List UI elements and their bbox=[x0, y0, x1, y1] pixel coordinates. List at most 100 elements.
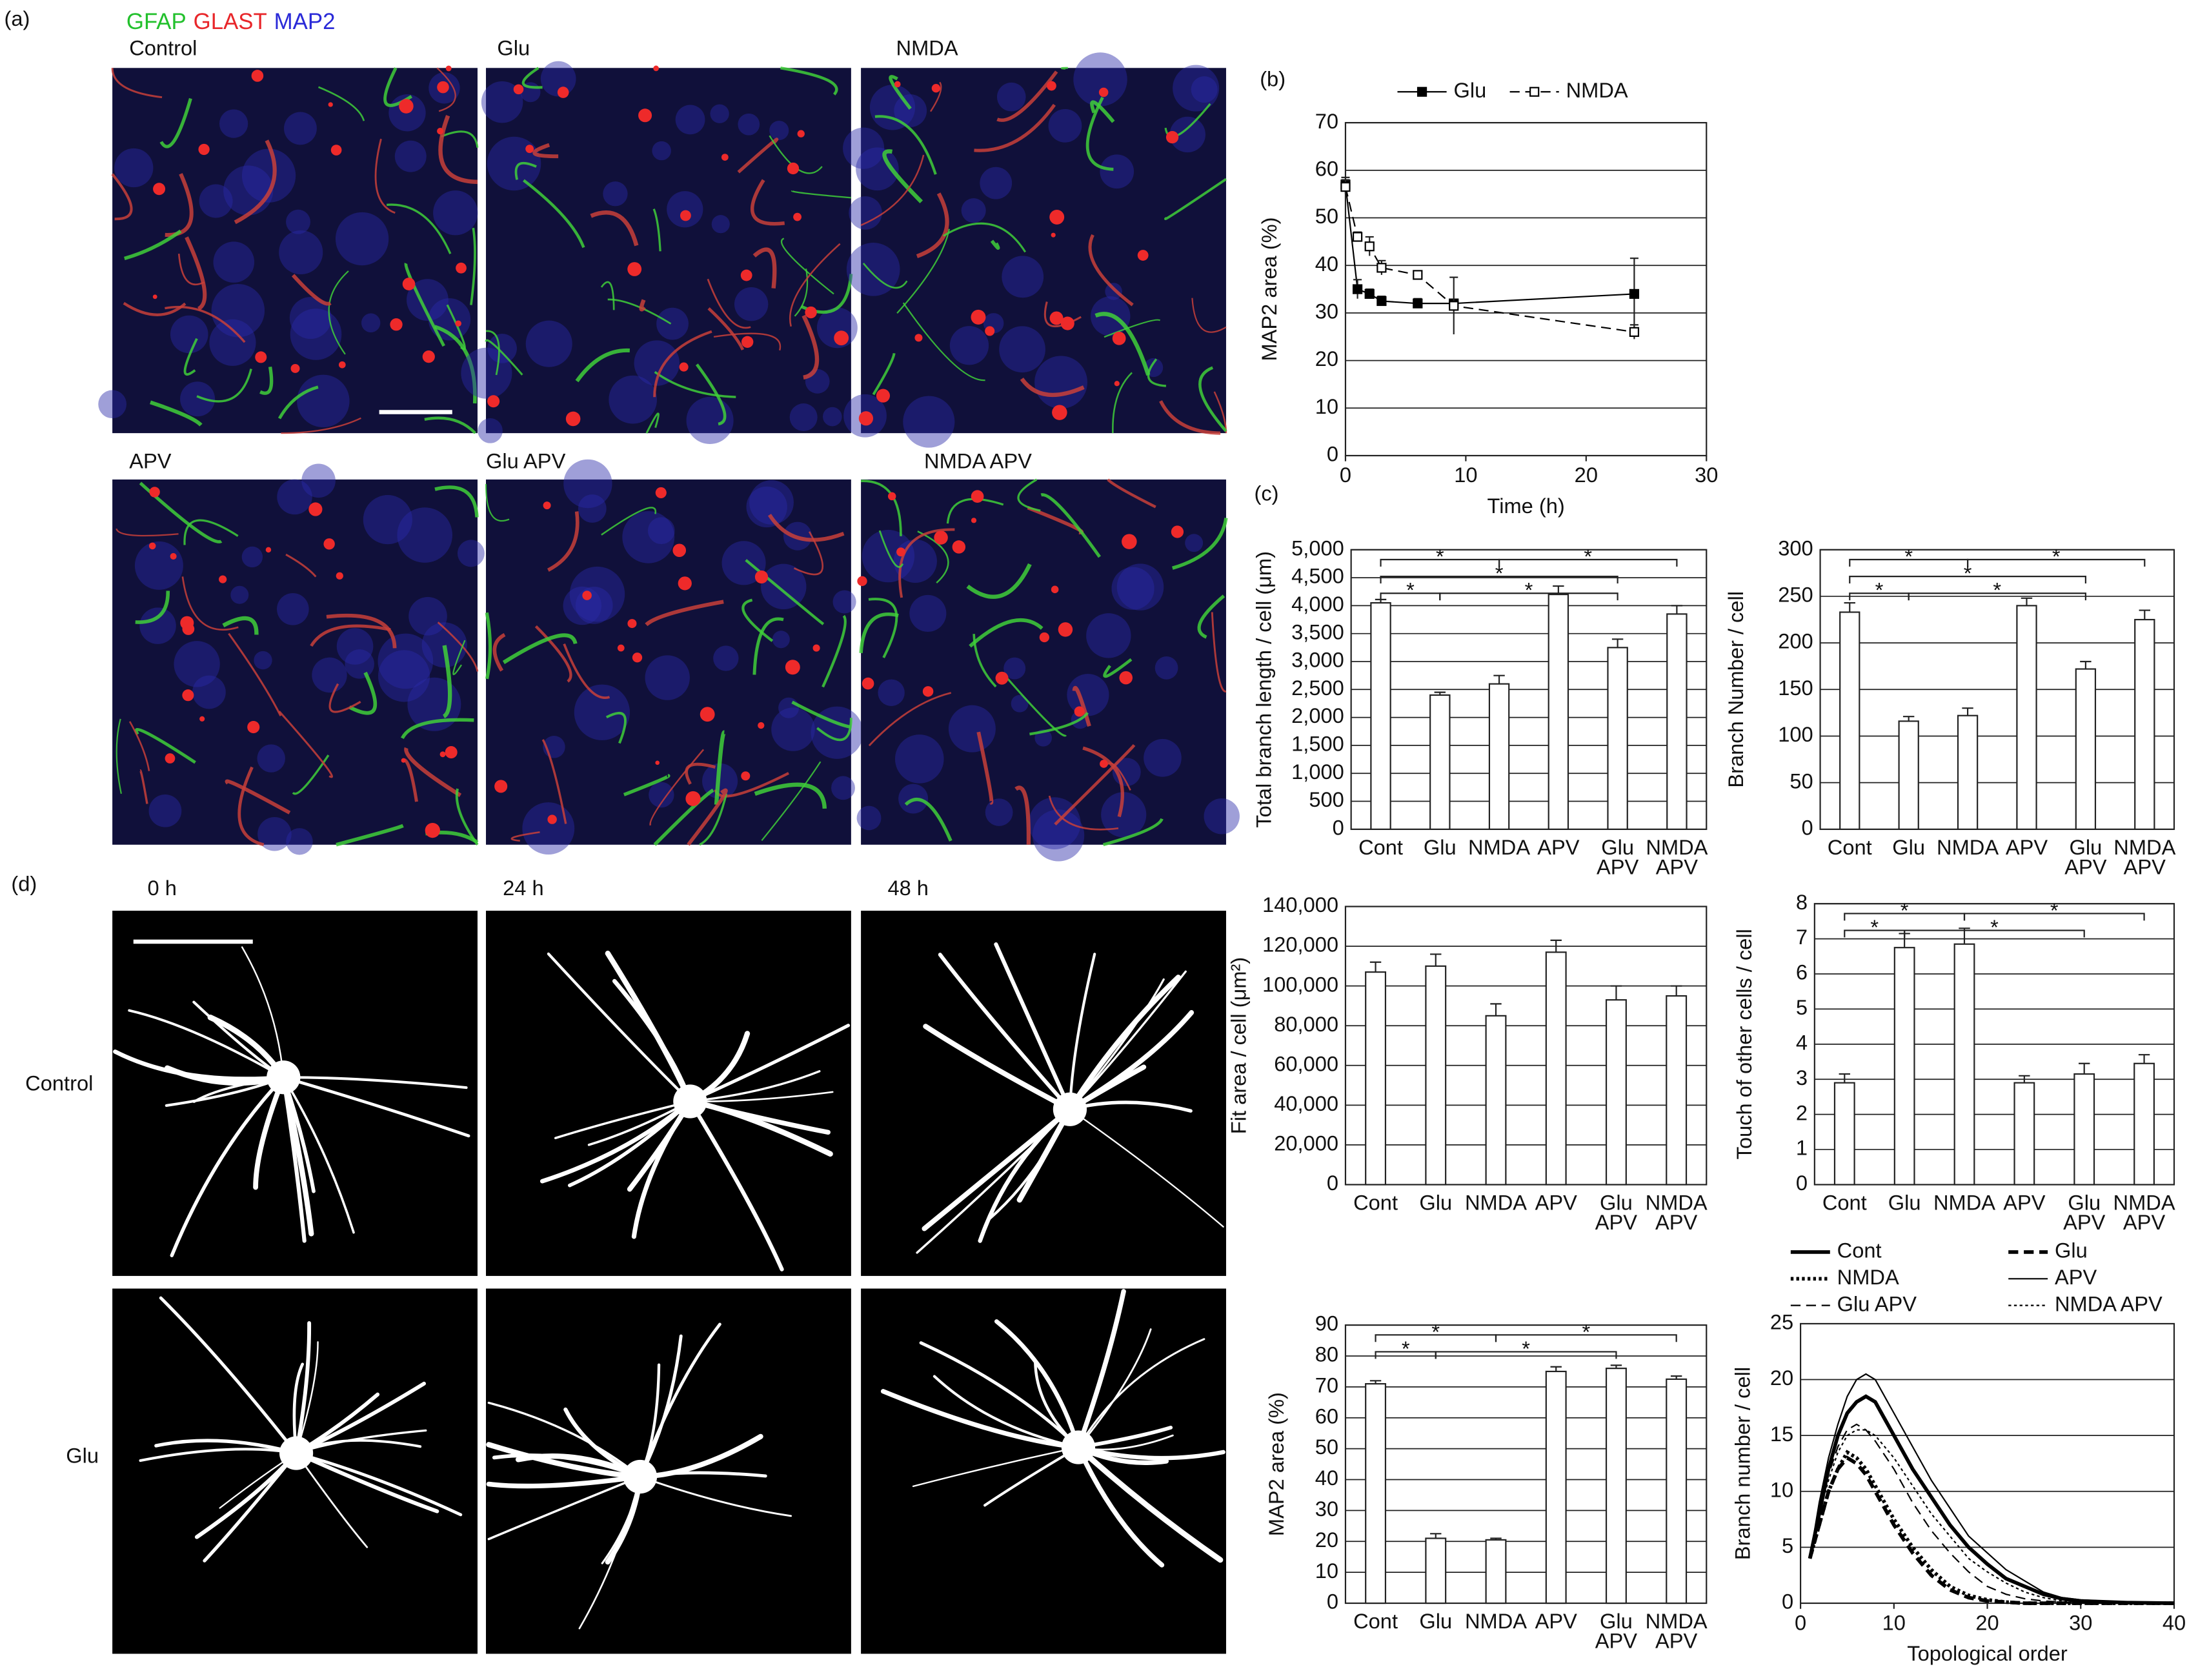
process bbox=[780, 66, 838, 96]
puncta bbox=[985, 326, 995, 336]
puncta bbox=[805, 306, 817, 319]
significance-label: * bbox=[1431, 1320, 1440, 1344]
puncta bbox=[627, 262, 642, 276]
cell-body bbox=[623, 1459, 658, 1494]
process bbox=[485, 612, 492, 680]
stain-label: MAP2 bbox=[274, 9, 336, 34]
y-tick-label: 300 bbox=[1778, 536, 1813, 560]
bar bbox=[1548, 593, 1569, 830]
process bbox=[872, 352, 896, 396]
cell-body bbox=[267, 1060, 301, 1095]
process bbox=[1211, 612, 1227, 693]
cell-body bbox=[1061, 1430, 1096, 1464]
nucleus bbox=[647, 517, 675, 545]
row-label: Glu bbox=[66, 1443, 99, 1467]
nucleus bbox=[397, 507, 453, 563]
nucleus bbox=[948, 705, 996, 753]
y-tick-label: 10 bbox=[1315, 394, 1338, 418]
image-label: Glu APV bbox=[486, 449, 566, 472]
process bbox=[868, 692, 952, 747]
x-tick-label: APV bbox=[1595, 1629, 1638, 1653]
process bbox=[237, 766, 265, 847]
y-tick-label: 20 bbox=[1770, 1366, 1793, 1390]
y-tick-label: 8 bbox=[1796, 890, 1808, 914]
x-tick-label: NMDA bbox=[1646, 835, 1708, 859]
y-tick-label: 80,000 bbox=[1274, 1012, 1338, 1036]
puncta bbox=[627, 619, 637, 629]
process bbox=[917, 531, 949, 583]
nucleus bbox=[1173, 65, 1220, 112]
bar bbox=[2073, 1073, 2095, 1186]
x-tick-label: APV bbox=[2003, 1191, 2046, 1215]
significance-bracket bbox=[1380, 576, 1618, 583]
micrograph bbox=[861, 1288, 1226, 1654]
nucleus bbox=[180, 381, 216, 417]
puncta bbox=[439, 751, 446, 758]
x-tick-label: 10 bbox=[1454, 463, 1477, 487]
cell-process bbox=[281, 1075, 314, 1237]
puncta bbox=[1058, 622, 1073, 637]
process bbox=[575, 348, 630, 383]
y-tick-label: 250 bbox=[1778, 583, 1813, 607]
cell-body bbox=[1053, 1092, 1087, 1126]
cell-process bbox=[295, 1341, 319, 1454]
process bbox=[707, 278, 751, 329]
puncta bbox=[199, 716, 205, 722]
process bbox=[228, 633, 282, 716]
process bbox=[874, 115, 937, 175]
x-axis-label: Topological order bbox=[1907, 1641, 2068, 1665]
nucleus bbox=[148, 794, 182, 827]
significance-label: * bbox=[1584, 544, 1592, 568]
x-tick-label: 30 bbox=[1695, 463, 1718, 487]
process bbox=[116, 528, 179, 537]
nucleus bbox=[856, 805, 882, 831]
significance-bracket bbox=[1498, 558, 1678, 567]
cell-process bbox=[203, 1451, 298, 1563]
process bbox=[601, 507, 657, 536]
plot-frame bbox=[1344, 906, 1708, 1186]
process bbox=[822, 614, 847, 688]
plot-frame bbox=[1344, 122, 1708, 457]
y-tick-label: 4 bbox=[1796, 1030, 1808, 1054]
nucleus bbox=[645, 655, 690, 700]
y-tick-label: 20 bbox=[1315, 347, 1338, 370]
process bbox=[1088, 234, 1134, 307]
cell-process bbox=[1077, 1338, 1205, 1448]
significance-label: * bbox=[1495, 562, 1504, 585]
cell-process bbox=[933, 1375, 1080, 1449]
puncta bbox=[857, 576, 867, 587]
cell-process bbox=[487, 1401, 641, 1478]
process bbox=[607, 298, 672, 325]
legend-label: Glu APV bbox=[1837, 1291, 1917, 1315]
y-axis-label: Branch number / cell bbox=[1731, 1367, 1755, 1560]
panel-label: (a) bbox=[5, 6, 30, 30]
y-tick-label: 5 bbox=[1782, 1533, 1793, 1557]
nucleus bbox=[290, 309, 342, 360]
puncta bbox=[425, 822, 440, 838]
process bbox=[898, 528, 955, 598]
y-tick-label: 2 bbox=[1796, 1100, 1808, 1124]
puncta bbox=[1165, 130, 1179, 144]
legend-label: Glu bbox=[1454, 78, 1487, 102]
cell-process bbox=[639, 1475, 792, 1517]
process bbox=[860, 154, 925, 227]
nucleus bbox=[574, 684, 630, 740]
marker bbox=[1376, 263, 1387, 273]
process bbox=[404, 747, 462, 798]
y-tick-label: 3,000 bbox=[1291, 648, 1344, 672]
puncta bbox=[1074, 706, 1085, 717]
process bbox=[791, 700, 851, 729]
bar bbox=[1485, 1539, 1507, 1604]
process bbox=[1006, 677, 1067, 737]
bar bbox=[1666, 995, 1688, 1186]
puncta bbox=[971, 309, 986, 325]
puncta bbox=[876, 389, 891, 403]
process bbox=[794, 268, 809, 317]
process bbox=[281, 417, 361, 434]
nucleus bbox=[378, 650, 430, 702]
process bbox=[654, 370, 736, 398]
x-tick-label: NMDA bbox=[2113, 835, 2175, 859]
image-label: Glu bbox=[497, 36, 530, 60]
process bbox=[442, 645, 452, 719]
y-tick-label: 2,000 bbox=[1291, 703, 1344, 727]
